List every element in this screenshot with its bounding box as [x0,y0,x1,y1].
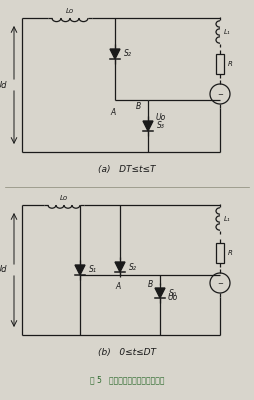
Text: 图 5   运行于第一象限等效电路图: 图 5 运行于第一象限等效电路图 [90,376,164,384]
Polygon shape [155,288,165,298]
Text: A: A [110,108,116,117]
Text: A: A [115,282,121,291]
Text: −: − [217,281,223,287]
Text: Uo: Uo [168,292,178,302]
Text: (a)   DT≤t≤T: (a) DT≤t≤T [98,165,156,174]
Text: S₀: S₀ [169,288,177,298]
Text: L₁: L₁ [224,216,230,222]
Text: S₃: S₃ [157,122,165,130]
Text: Ud: Ud [0,266,7,274]
Polygon shape [115,262,125,272]
Text: B: B [147,280,153,289]
Text: R: R [228,250,233,256]
Text: Uo: Uo [156,114,166,122]
Text: B: B [135,102,141,111]
Text: S₂: S₂ [129,262,137,272]
Text: R: R [228,61,233,67]
Polygon shape [75,265,85,275]
Polygon shape [110,49,120,59]
Text: −: − [217,92,223,98]
Text: L₁: L₁ [224,29,230,35]
Text: (b)   0≤t≤DT: (b) 0≤t≤DT [98,348,156,357]
Text: Lo: Lo [60,195,68,201]
Text: S₂: S₂ [124,50,132,58]
Bar [216,243,224,263]
Polygon shape [143,121,153,131]
Text: Ud: Ud [0,80,7,90]
Text: S₁: S₁ [89,266,97,274]
Text: Lo: Lo [66,8,74,14]
Bar [216,54,224,74]
